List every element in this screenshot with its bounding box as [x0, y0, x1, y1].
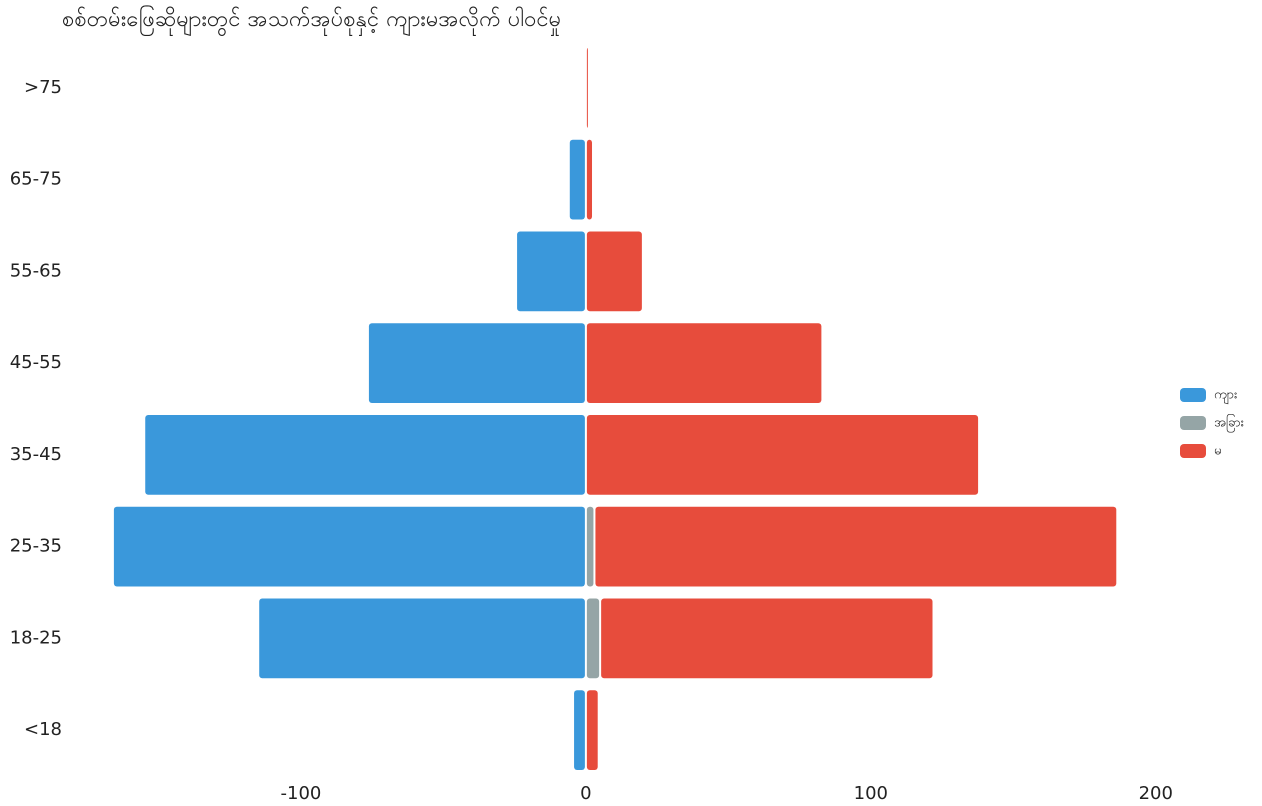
bar — [368, 323, 585, 404]
legend-label: မ — [1214, 444, 1221, 459]
bar — [113, 506, 585, 587]
legend-label: အခြား — [1214, 414, 1244, 433]
x-tick-label: 0 — [580, 783, 591, 804]
bar — [145, 414, 585, 495]
x-tick-label: -100 — [281, 783, 322, 804]
bar — [574, 690, 585, 771]
bar — [595, 506, 1117, 587]
y-tick-label: <18 — [24, 719, 62, 740]
bar — [601, 598, 933, 679]
bar — [586, 47, 588, 128]
legend-label: ကျား — [1214, 388, 1237, 405]
legend-swatch — [1180, 388, 1206, 402]
bar — [586, 414, 979, 495]
y-tick-label: 55-65 — [10, 260, 62, 281]
bar — [586, 690, 598, 771]
chart-title: စစ်တမ်းဖြေဆိုများတွင် အသက်အုပ်စုနှင့် ကျ… — [62, 5, 561, 37]
y-tick-label: >75 — [24, 77, 62, 98]
bar — [517, 231, 585, 312]
x-tick-label: 100 — [854, 783, 888, 804]
bar — [586, 598, 600, 679]
bar — [586, 506, 594, 587]
bar — [569, 139, 585, 220]
y-tick-label: 35-45 — [10, 444, 62, 465]
bar — [586, 231, 642, 312]
y-tick-label: 18-25 — [10, 627, 62, 648]
y-tick-label: 25-35 — [10, 536, 62, 557]
bar — [586, 139, 593, 220]
bar — [586, 323, 822, 404]
y-tick-label: 65-75 — [10, 169, 62, 190]
bar — [259, 598, 585, 679]
legend-swatch — [1180, 444, 1206, 458]
y-tick-label: 45-55 — [10, 352, 62, 373]
x-tick-label: 200 — [1139, 783, 1173, 804]
legend-swatch — [1180, 416, 1206, 430]
